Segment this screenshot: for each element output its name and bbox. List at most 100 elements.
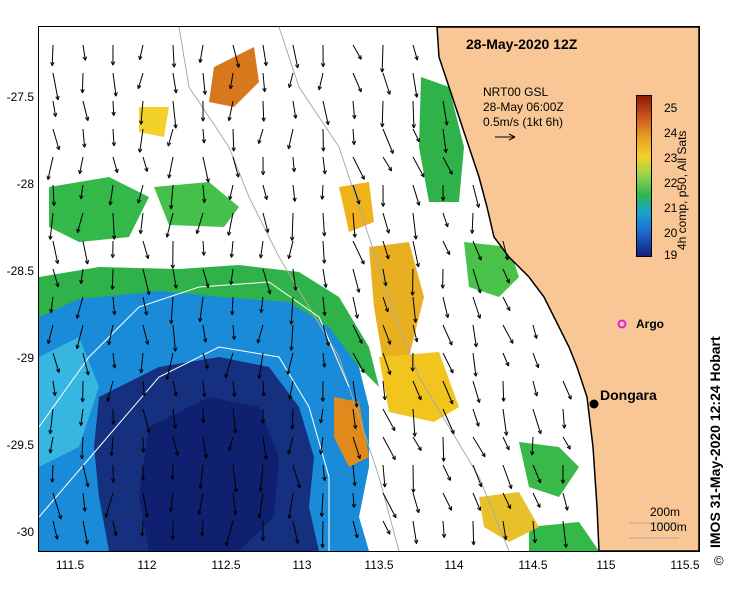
current-vector [352, 464, 356, 487]
current-vector [202, 240, 205, 256]
current-vector-head [82, 56, 88, 61]
current-vector [442, 212, 449, 228]
current-vector-head [258, 487, 263, 492]
current-vector-head [143, 311, 149, 316]
current-vector [262, 268, 271, 295]
current-vector-head [55, 282, 60, 288]
current-vector [230, 268, 234, 285]
current-vector-head [170, 475, 175, 480]
current-vector [170, 184, 174, 209]
current-vector [52, 100, 57, 117]
current-vector [472, 324, 477, 348]
current-vector-head [137, 148, 143, 153]
current-vector-head [257, 139, 262, 144]
current-vector-head [137, 84, 142, 90]
current-vector [228, 100, 234, 121]
current-vector [52, 520, 58, 540]
current-vector [262, 44, 267, 66]
vector-legend: NRT00 GSL 28-May 06:00Z 0.5m/s (1kt 6h) [483, 85, 564, 130]
current-vector [472, 380, 480, 403]
current-vector-head [533, 391, 539, 397]
current-vector [49, 436, 54, 454]
lon-tick: 114 [444, 558, 464, 572]
current-vector-head [79, 194, 84, 200]
current-vector [322, 240, 325, 264]
current-vector [140, 100, 144, 125]
current-vector-head [410, 367, 415, 372]
current-vector [412, 296, 417, 323]
current-vector-head [351, 140, 357, 145]
current-vector-head [111, 420, 116, 425]
current-vector [320, 436, 324, 455]
current-vector [232, 156, 240, 178]
current-vector [292, 156, 295, 172]
current-vector-head [228, 84, 234, 90]
lat-tick: -28.5 [6, 264, 34, 278]
current-vector-head [508, 484, 513, 490]
current-vector [321, 184, 324, 200]
current-vector-head [82, 143, 87, 148]
current-vector-head [111, 478, 116, 483]
current-vector-head [144, 513, 149, 518]
current-vector-head [358, 339, 363, 344]
current-vector [82, 240, 89, 265]
current-vector [81, 436, 84, 460]
current-vector [52, 492, 62, 520]
current-vector [442, 436, 445, 462]
current-vector-head [476, 398, 481, 403]
current-vector-head [291, 167, 297, 173]
current-vector-head [415, 262, 420, 268]
current-vector [502, 464, 512, 489]
current-vector [232, 408, 237, 434]
current-vector-head [444, 222, 449, 228]
current-vector-head [360, 368, 365, 374]
current-vector [260, 240, 264, 259]
land-mass [436, 27, 699, 551]
current-vector [290, 324, 294, 351]
current-vector-head [357, 87, 362, 93]
current-vector [442, 520, 445, 538]
current-vector [502, 520, 507, 540]
current-vector-head [141, 392, 147, 397]
current-vector-head [113, 531, 118, 536]
current-vector [352, 380, 358, 408]
current-vector [562, 492, 569, 511]
current-vector [382, 324, 391, 345]
map-area[interactable] [38, 26, 700, 552]
current-vector-head [535, 363, 540, 369]
current-vector [260, 296, 264, 313]
current-vector [412, 128, 420, 143]
current-vector-head [413, 235, 418, 240]
current-vector [112, 72, 117, 97]
current-vector-head [317, 85, 322, 91]
current-vector-head [294, 63, 300, 69]
current-vector-head [441, 457, 446, 462]
current-vector [106, 380, 114, 402]
current-vector [412, 492, 420, 513]
current-vector [321, 492, 324, 517]
current-vector-head [138, 55, 143, 61]
current-vector-head [257, 374, 262, 379]
current-vector-head [256, 339, 261, 344]
current-vector-head [481, 452, 486, 458]
current-vector [292, 100, 297, 119]
current-vector-head [165, 233, 170, 238]
current-vector [232, 492, 237, 515]
current-vector [258, 352, 264, 379]
current-vector-head [352, 482, 357, 487]
current-vector [141, 520, 144, 537]
current-vector-head [391, 426, 396, 432]
current-vector [82, 352, 89, 376]
current-vector-head [413, 318, 418, 323]
sst-green-coast [519, 442, 579, 497]
sst-green-south [529, 522, 599, 551]
current-vector-head [85, 371, 90, 376]
current-vector-head [111, 111, 116, 116]
current-vector [49, 408, 54, 434]
current-vector-head [79, 279, 84, 284]
sst-green-east [419, 77, 464, 202]
current-vector [52, 128, 60, 151]
current-vector-head [146, 290, 151, 296]
current-vector-head [173, 89, 178, 94]
current-vector [532, 380, 538, 397]
